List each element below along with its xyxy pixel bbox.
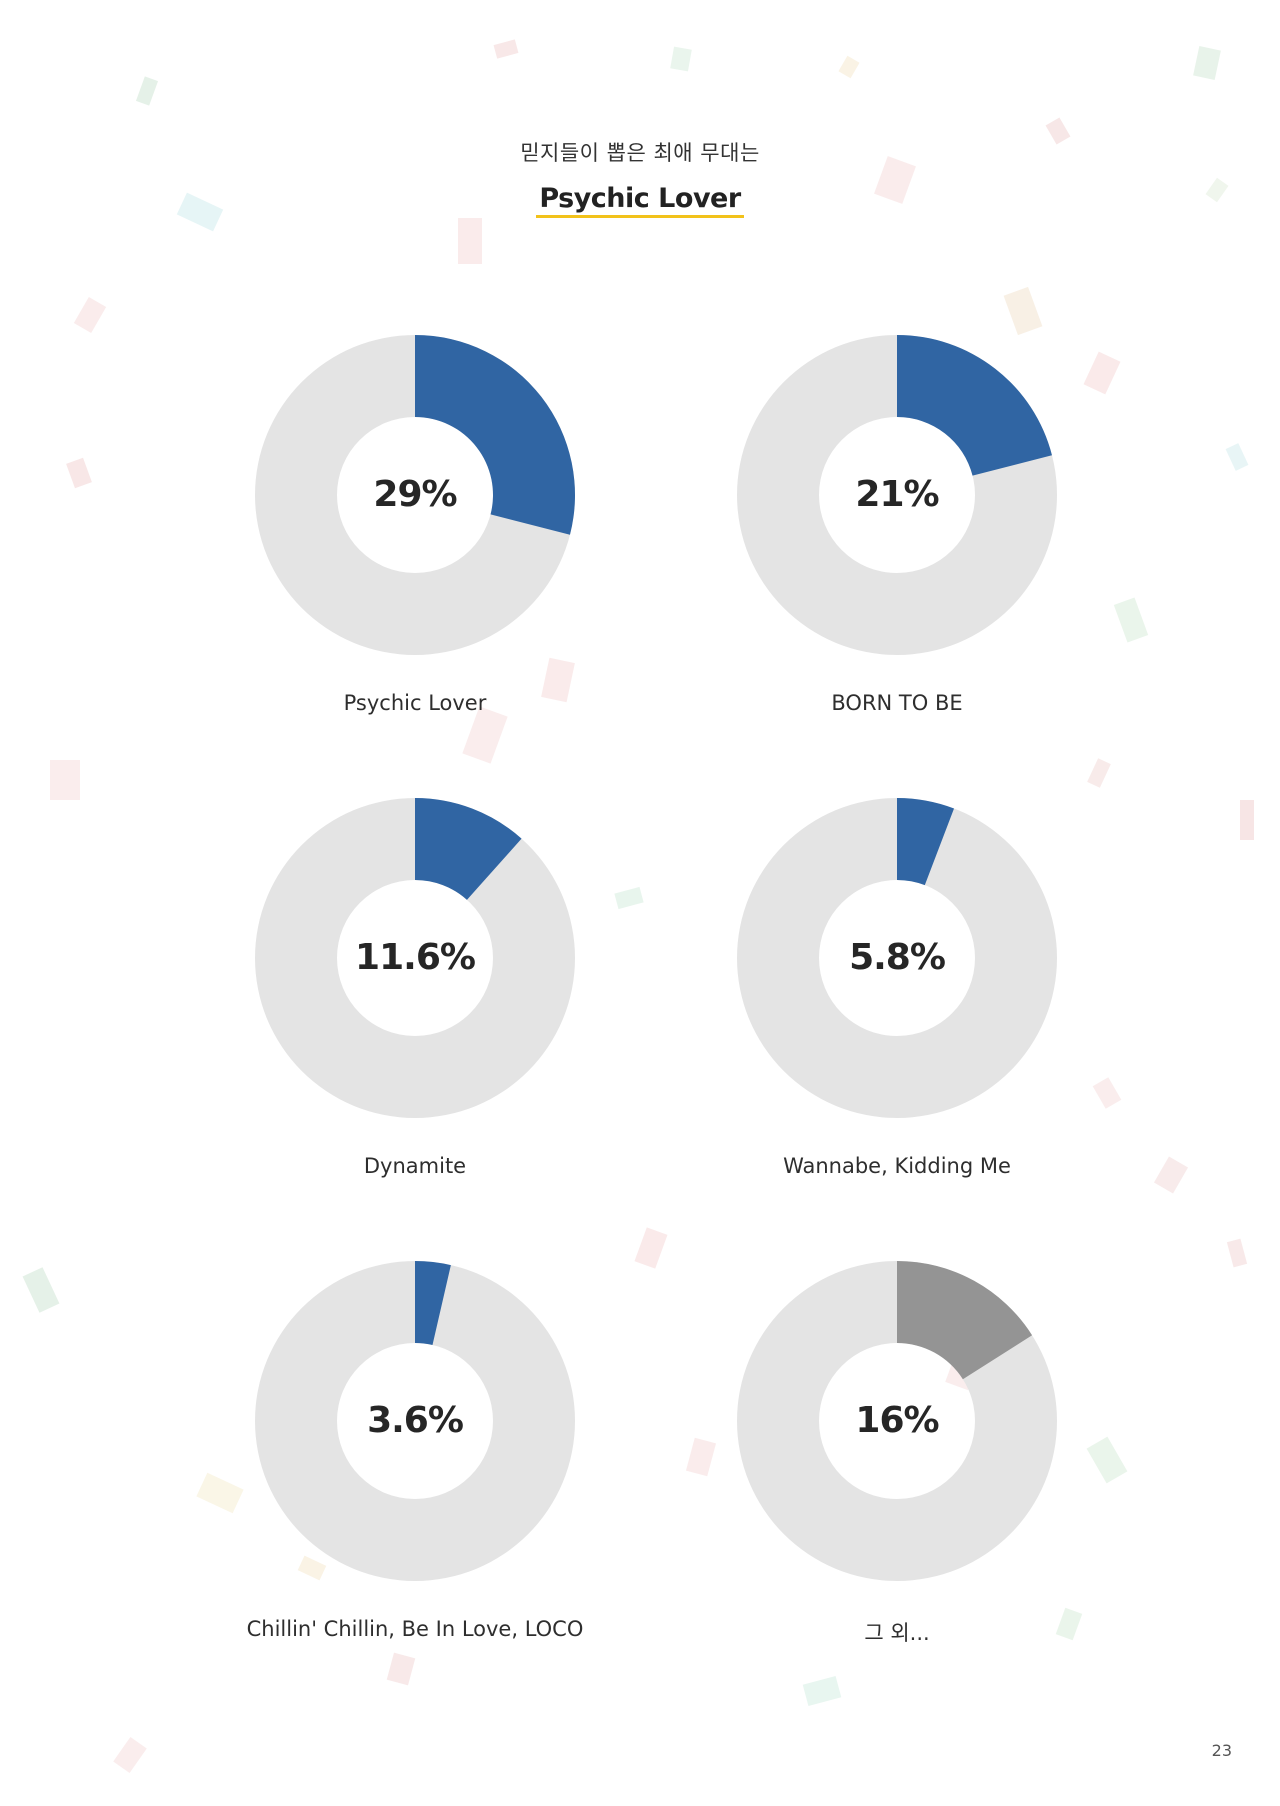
confetti-piece (1153, 1156, 1189, 1194)
donut-segment (897, 798, 955, 886)
confetti-piece (838, 55, 860, 79)
confetti-piece (73, 297, 107, 333)
confetti-piece (670, 46, 692, 72)
donut-segment (415, 335, 575, 535)
donut-percent-label: 3.6% (367, 1400, 464, 1441)
confetti-piece (1113, 597, 1149, 643)
page-subtitle: 믿지들이 뽑은 최애 무대는 (520, 141, 760, 165)
donut-chart-5-svg (255, 1261, 575, 1581)
donut-category-label: 그 외... (864, 1621, 930, 1645)
donut-chart-4: 5.8% Wannabe, Kidding Me (687, 798, 1107, 1238)
donut-track (255, 798, 575, 1118)
donut-segment (897, 1261, 1033, 1380)
donut-percent-label: 5.8% (849, 937, 946, 978)
donut-track (737, 798, 1057, 1118)
confetti-piece (135, 76, 159, 106)
donut-chart-1-svg (255, 335, 575, 655)
confetti-piece (1193, 46, 1221, 80)
donut-percent-label: 29% (373, 474, 457, 515)
donut-category-label: Dynamite (363, 1154, 467, 1178)
donut-segment (415, 1261, 451, 1345)
confetti-piece (22, 1267, 60, 1313)
donut-chart-5: 3.6% Chillin' Chillin, Be In Love, LOCO (205, 1261, 625, 1701)
donut-chart-6-svg (737, 1261, 1057, 1581)
confetti-piece (113, 1736, 147, 1774)
confetti-piece (1240, 800, 1254, 840)
donut-chart-1: 29% Psychic Lover (205, 335, 625, 775)
confetti-piece (458, 218, 482, 264)
donut-percent-label: 11.6% (355, 937, 476, 978)
donut-category-label: Psychic Lover (343, 691, 487, 715)
donut-category-label: Chillin' Chillin, Be In Love, LOCO (246, 1617, 584, 1641)
donut-chart-3-svg (255, 798, 575, 1118)
donut-category-label: BORN TO BE (831, 691, 963, 715)
donut-chart-2-svg (737, 335, 1057, 655)
page-number: 23 (1211, 1741, 1232, 1760)
donut-chart-3: 11.6% Dynamite (205, 798, 625, 1238)
donut-track (255, 1261, 575, 1581)
donut-category-label: Wannabe, Kidding Me (783, 1154, 1011, 1178)
confetti-piece (1226, 1238, 1248, 1268)
donut-segment (897, 335, 1052, 476)
confetti-piece (1003, 286, 1043, 336)
donut-chart-6: 16% 그 외... (687, 1261, 1107, 1701)
confetti-piece (1225, 443, 1249, 471)
confetti-piece (634, 1227, 668, 1269)
donut-percent-label: 16% (855, 1400, 939, 1441)
confetti-piece (493, 39, 519, 59)
donut-chart-2: 21% BORN TO BE (687, 335, 1107, 775)
donut-percent-label: 21% (855, 474, 939, 515)
confetti-piece (66, 457, 92, 489)
donut-segment (415, 798, 522, 900)
confetti-piece (50, 760, 80, 800)
donut-chart-4-svg (737, 798, 1057, 1118)
page-title: Psychic Lover (536, 183, 744, 219)
